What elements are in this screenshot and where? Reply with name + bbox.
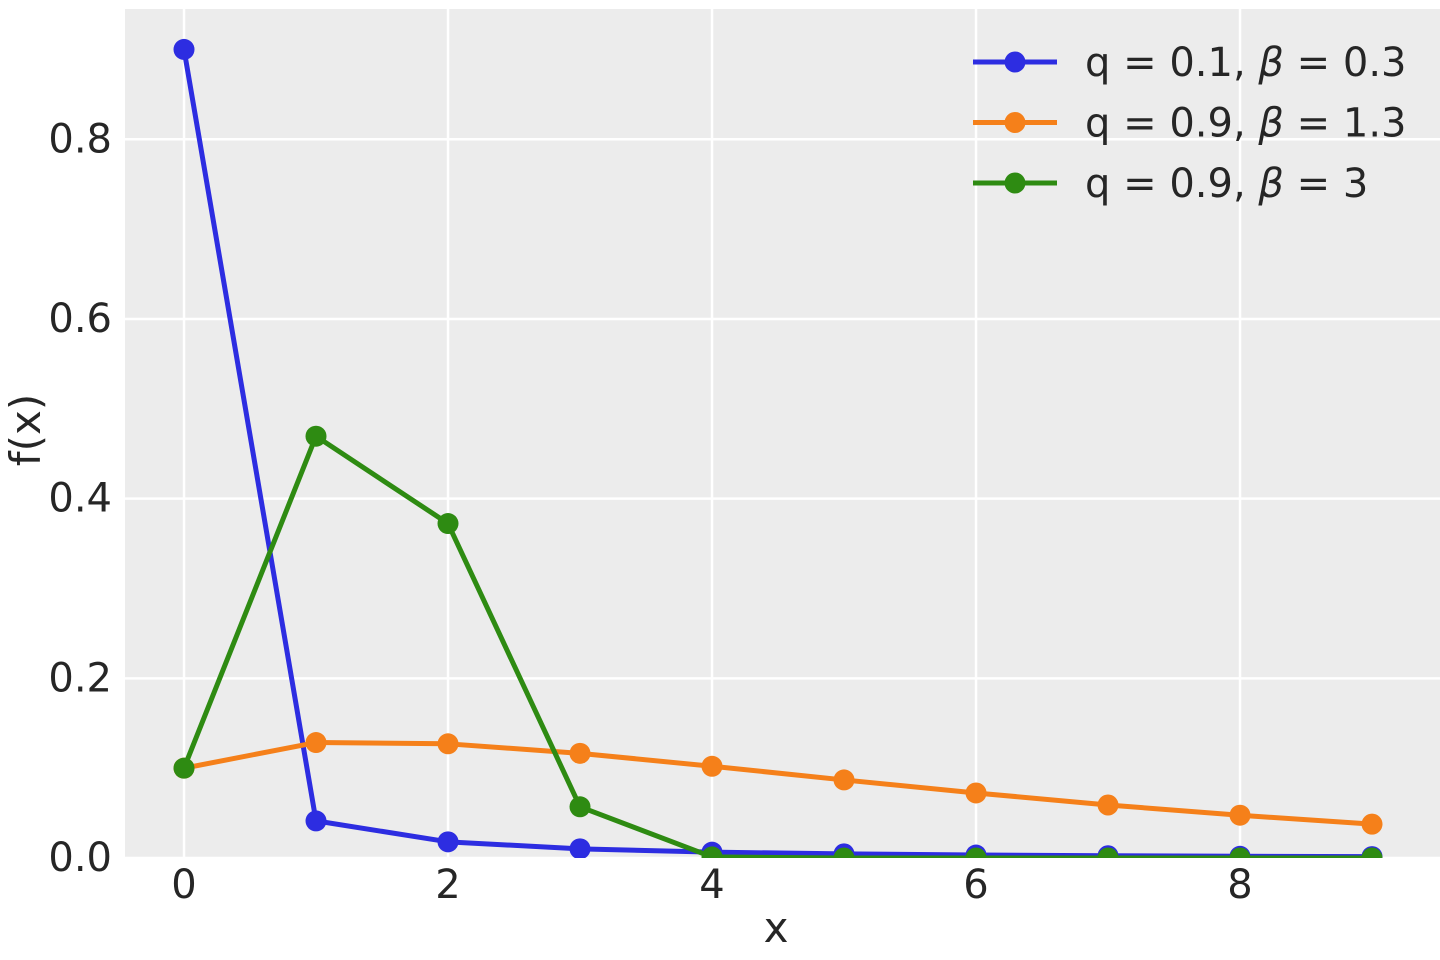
tick-labels: 0 2 4 6 8 0.0 0.2 0.4 0.6 0.8 bbox=[48, 116, 1252, 908]
legend-label: q = 0.1, β = 0.3 bbox=[1085, 40, 1406, 86]
series-marker bbox=[305, 732, 327, 754]
series-group bbox=[173, 38, 1383, 858]
series-marker bbox=[437, 733, 459, 755]
series-marker bbox=[1097, 794, 1119, 816]
series-marker bbox=[1361, 813, 1383, 835]
legend-entry: q = 0.1, β = 0.3 bbox=[973, 40, 1406, 86]
x-tick-label: 4 bbox=[699, 862, 724, 908]
plot-area bbox=[125, 9, 1440, 858]
series-marker bbox=[305, 425, 327, 447]
legend-entry: q = 0.9, β = 3 bbox=[973, 161, 1368, 207]
series-marker bbox=[833, 847, 855, 858]
legend-marker bbox=[1004, 51, 1026, 73]
series-marker bbox=[965, 782, 987, 804]
legend: q = 0.1, β = 0.3 q = 0.9, β = 1.3 q = 0.9,… bbox=[973, 40, 1406, 207]
y-tick-label: 0.4 bbox=[48, 476, 112, 522]
plot: 0 2 4 6 80.00.20.40.60.8q = 0.1, β = 0.3q = … bbox=[48, 9, 1440, 908]
y-tick-label: 0.8 bbox=[48, 116, 112, 162]
series-marker bbox=[569, 796, 591, 818]
series-line bbox=[181, 740, 1375, 827]
y-tick-label: 0.2 bbox=[48, 655, 112, 701]
series-marker bbox=[833, 769, 855, 791]
series-marker bbox=[1097, 847, 1119, 858]
y-tick-label: 0.0 bbox=[48, 835, 112, 881]
legend-marker bbox=[1004, 112, 1026, 133]
legend-entry: q = 0.9, β = 1.3 bbox=[973, 101, 1406, 147]
legend-label: q = 0.9, β = 3 bbox=[1085, 161, 1368, 207]
series-marker bbox=[701, 755, 723, 777]
series-marker bbox=[437, 831, 459, 853]
series-marker bbox=[1229, 847, 1251, 858]
series-marker bbox=[569, 742, 591, 764]
series-marker bbox=[1229, 804, 1251, 826]
series-marker bbox=[965, 847, 987, 858]
x-tick-label: 2 bbox=[435, 862, 460, 908]
series-line bbox=[181, 433, 1375, 858]
series-marker bbox=[173, 757, 195, 779]
series-marker bbox=[569, 838, 591, 858]
y-axis-label: f(x) bbox=[1, 394, 50, 466]
x-axis-label: x bbox=[764, 903, 789, 952]
series-marker bbox=[437, 513, 459, 535]
series-marker bbox=[173, 38, 195, 60]
series-2 bbox=[173, 425, 1383, 858]
y-tick-label: 0.6 bbox=[48, 296, 112, 342]
series-1 bbox=[173, 732, 1383, 835]
x-tick-label: 6 bbox=[963, 862, 988, 908]
legend-marker bbox=[1004, 172, 1026, 194]
series-marker bbox=[1361, 847, 1383, 858]
legend-label: q = 0.9, β = 1.3 bbox=[1085, 101, 1406, 147]
series-marker bbox=[701, 846, 723, 858]
x-tick-label: 0 bbox=[171, 862, 196, 908]
x-tick-label: 8 bbox=[1227, 862, 1252, 908]
series-marker bbox=[305, 810, 327, 832]
